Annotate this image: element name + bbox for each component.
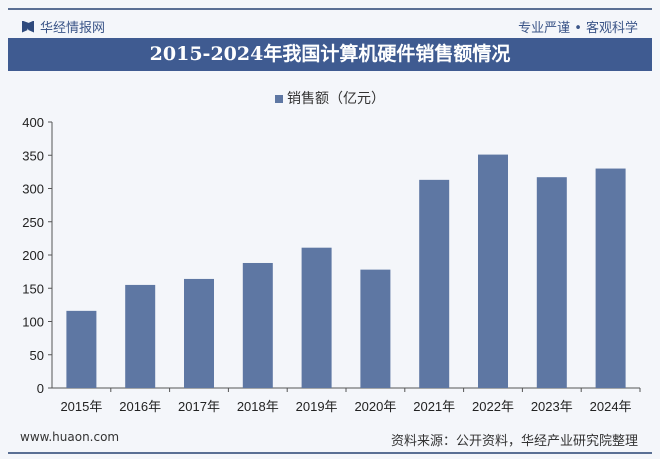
x-tick-label: 2019年 [296, 399, 338, 414]
y-tick-label: 250 [22, 215, 44, 230]
brand-name: 华经情报网 [40, 21, 106, 36]
x-tick-label: 2024年 [590, 399, 632, 414]
y-tick-label: 400 [22, 115, 44, 130]
x-tick-label: 2015年 [60, 399, 102, 414]
brand: 华经情报网 [22, 17, 105, 36]
x-tick-label: 2018年 [237, 399, 279, 414]
x-tick-label: 2022年 [472, 399, 514, 414]
bar-2020年 [360, 269, 391, 388]
bar-2015年 [66, 310, 97, 388]
x-tick-label: 2023年 [531, 399, 573, 414]
y-tick-label: 100 [22, 315, 44, 330]
y-tick-label: 50 [30, 348, 44, 363]
bar-2023年 [536, 177, 567, 388]
top-rule [8, 8, 652, 10]
legend: 销售额（亿元） [0, 88, 660, 108]
bar-2022年 [478, 154, 508, 388]
x-tick-label: 2017年 [178, 399, 220, 414]
source-note: 资料来源：公开资料，华经产业研究院整理 [390, 434, 638, 449]
bottom-rule [8, 452, 652, 454]
bar-2024年 [595, 168, 626, 388]
bar-2019年 [301, 247, 332, 388]
chart-title: 2015-2024年我国计算机硬件销售额情况 [8, 38, 652, 71]
slogan: 专业严谨 • 客观科学 [518, 21, 638, 36]
bar-2021年 [419, 179, 450, 388]
y-tick-label: 0 [37, 381, 44, 396]
x-tick-label: 2020年 [354, 399, 396, 414]
bar-2017年 [184, 278, 214, 388]
x-tick-label: 2016年 [119, 399, 161, 414]
y-tick-label: 200 [22, 248, 44, 263]
website: www.huaon.com [20, 430, 120, 444]
y-tick-label: 300 [22, 182, 44, 197]
y-tick-label: 350 [22, 148, 44, 163]
legend-swatch [275, 95, 283, 103]
y-tick-label: 150 [22, 281, 44, 296]
logo-icon [22, 20, 34, 33]
bar-2016年 [125, 284, 156, 388]
bar-2018年 [242, 262, 273, 388]
legend-label: 销售额（亿元） [287, 91, 385, 107]
x-tick-label: 2021年 [413, 399, 455, 414]
